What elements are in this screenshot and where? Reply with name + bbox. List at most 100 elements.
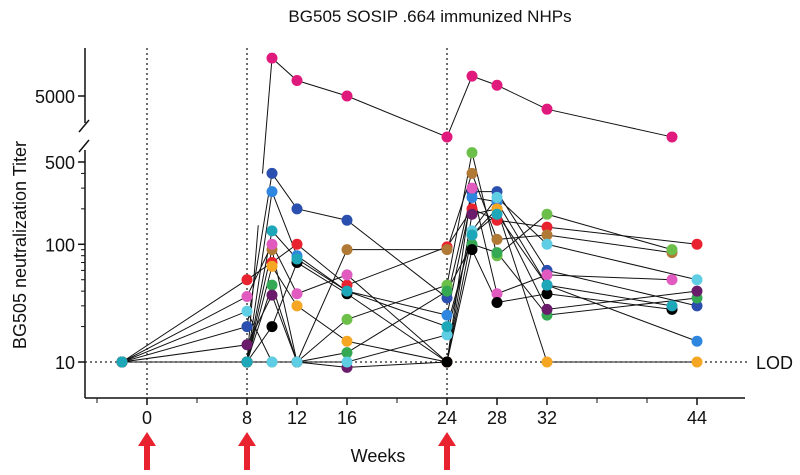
data-point: [266, 225, 278, 237]
data-point: [541, 279, 553, 291]
immunization-arrow: [438, 432, 456, 470]
data-points: [116, 52, 703, 373]
series-line: [122, 171, 673, 364]
data-point: [266, 321, 278, 333]
x-tick-label: 44: [687, 408, 707, 428]
data-point: [666, 131, 678, 143]
x-tick-label: 12: [287, 408, 307, 428]
series-line: [122, 189, 698, 363]
series-line: [122, 213, 673, 363]
data-point: [291, 238, 303, 250]
x-tick-label: 16: [337, 408, 357, 428]
data-point: [466, 229, 478, 241]
data-point: [541, 356, 553, 368]
data-point: [441, 285, 453, 297]
data-point: [491, 288, 503, 300]
series-line: [122, 248, 673, 363]
data-point: [466, 147, 478, 159]
data-point: [541, 208, 553, 220]
data-point: [666, 244, 678, 256]
data-point: [241, 339, 253, 351]
x-tick-label: 0: [142, 408, 152, 428]
data-point: [241, 356, 253, 368]
data-point: [341, 244, 353, 256]
data-point: [691, 238, 703, 250]
data-point: [291, 203, 303, 215]
axis-break-mark-2: [78, 139, 90, 153]
data-point: [341, 269, 353, 281]
series-line: [121, 208, 698, 368]
data-point: [341, 356, 353, 368]
x-tick-label: 28: [487, 408, 507, 428]
data-point: [541, 229, 553, 241]
data-point: [291, 356, 303, 368]
x-axis-label: Weeks: [351, 446, 406, 466]
data-point: [266, 238, 278, 250]
series-line: [122, 207, 697, 363]
immunization-lines: [146, 48, 448, 398]
data-point: [291, 253, 303, 265]
data-point: [441, 321, 453, 333]
data-point: [691, 300, 703, 312]
y-axis-label: BG505 neutralization Titer: [10, 141, 30, 349]
data-point: [441, 309, 453, 321]
data-point: [116, 356, 128, 368]
series-line: [122, 243, 698, 363]
series-line: [122, 152, 673, 363]
data-point: [241, 305, 253, 317]
data-point: [291, 300, 303, 312]
y-tick-label: 500: [45, 153, 75, 173]
data-point: [466, 167, 478, 179]
data-point: [441, 329, 453, 341]
data-point: [541, 103, 553, 115]
axis-break-mark-1: [78, 119, 90, 133]
data-point: [541, 238, 553, 250]
series-line: [122, 57, 673, 363]
immunization-arrows: [138, 432, 456, 470]
x-tick-label: 32: [537, 408, 557, 428]
data-point: [291, 75, 303, 87]
data-point: [691, 335, 703, 347]
data-point: [266, 167, 278, 179]
data-point: [341, 347, 353, 359]
data-point: [491, 233, 503, 245]
data-point: [666, 300, 678, 312]
data-point: [266, 289, 278, 301]
data-point: [491, 191, 503, 203]
data-point: [266, 260, 278, 272]
data-point: [691, 356, 703, 368]
data-point: [691, 274, 703, 286]
data-point: [466, 182, 478, 194]
data-point: [241, 291, 253, 303]
data-point: [666, 274, 678, 286]
immunization-arrow: [238, 432, 256, 470]
immunization-arrow: [138, 432, 156, 470]
data-point: [541, 288, 553, 300]
data-point: [266, 52, 278, 64]
data-point: [466, 208, 478, 220]
series-lines: [121, 57, 698, 368]
data-point: [341, 90, 353, 102]
y-tick-label: 100: [45, 235, 75, 255]
series-line: [121, 172, 698, 363]
data-point: [341, 335, 353, 347]
data-point: [466, 244, 478, 256]
data-point: [341, 214, 353, 226]
lod-label: LOD: [756, 353, 793, 373]
data-point: [541, 303, 553, 315]
data-point: [266, 356, 278, 368]
data-point: [441, 244, 453, 256]
axes: 10 100 500 5000 0 8 12 16 24 28 32 44: [35, 48, 745, 428]
data-point: [491, 247, 503, 259]
data-point: [491, 297, 503, 309]
data-point: [266, 279, 278, 291]
y-tick-label: 10: [55, 353, 75, 373]
y-tick-label: 5000: [35, 87, 75, 107]
data-point: [291, 288, 303, 300]
data-point: [241, 274, 253, 286]
series-line: [121, 196, 698, 363]
data-point: [541, 269, 553, 281]
data-point: [691, 285, 703, 297]
data-point: [441, 356, 453, 368]
